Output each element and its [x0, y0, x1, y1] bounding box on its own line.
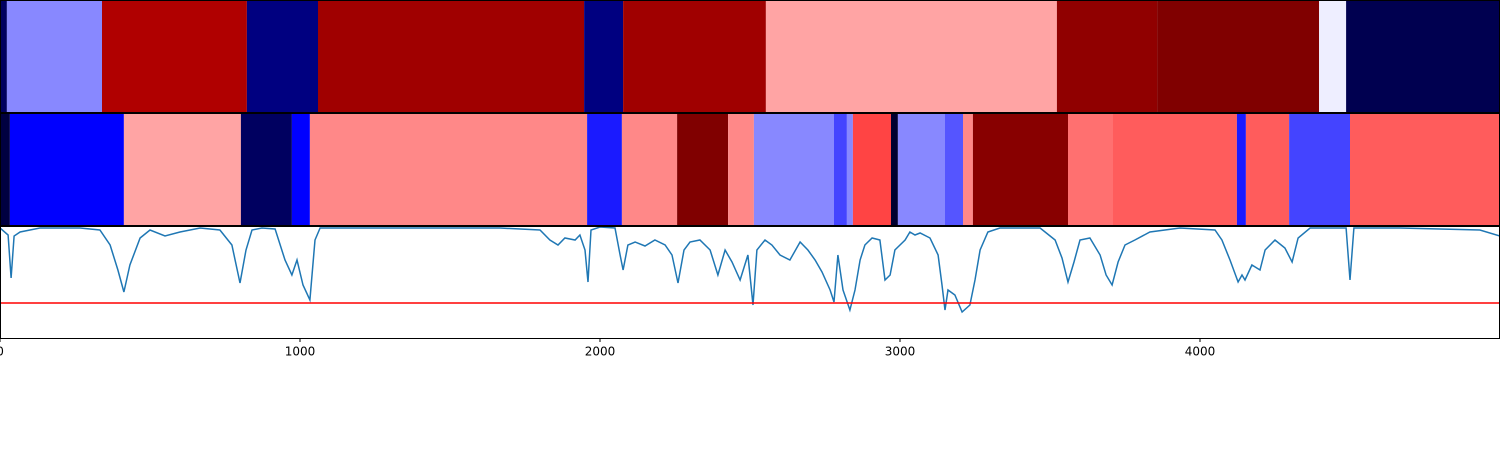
band-segment — [834, 113, 847, 225]
band-segment — [240, 113, 292, 225]
x-tick-label: 2000 — [585, 345, 616, 359]
band-segment — [1289, 113, 1350, 225]
band-segment — [891, 113, 898, 225]
band-segment — [1113, 113, 1237, 225]
band-segment — [1346, 0, 1500, 112]
band-segment — [318, 0, 585, 112]
band-segment — [846, 113, 853, 225]
band-segment — [9, 113, 124, 225]
band-segment — [897, 113, 945, 225]
x-tick-label: 1000 — [285, 345, 316, 359]
band-segment — [1245, 113, 1290, 225]
band-segment — [677, 113, 729, 225]
x-tick-label: 3000 — [885, 345, 916, 359]
band-segment — [587, 113, 622, 225]
band-segment — [0, 113, 10, 225]
band-segment — [753, 113, 834, 225]
band-segment — [1068, 113, 1113, 225]
band-segment — [291, 113, 310, 225]
band-segment — [0, 0, 7, 112]
band-segment — [246, 0, 318, 112]
band-segment — [309, 113, 588, 225]
band-segment — [123, 113, 241, 225]
band-segment — [963, 113, 973, 225]
band-segment — [1157, 0, 1320, 112]
band-segment — [765, 0, 1057, 112]
band-segment — [584, 0, 624, 112]
x-tick-label: 4000 — [1185, 345, 1216, 359]
band-segment — [6, 0, 102, 112]
band-segment — [728, 113, 754, 225]
band-segment — [945, 113, 963, 225]
band-segment — [1350, 113, 1500, 225]
band-segment — [102, 0, 247, 112]
band-segment — [1236, 113, 1246, 225]
line-series — [0, 226, 1500, 314]
band-segment — [852, 113, 891, 225]
band-segment — [1056, 0, 1158, 112]
band-segment — [623, 0, 766, 112]
x-tick-label: 0 — [0, 345, 4, 359]
band-segment — [621, 113, 678, 225]
band-segment — [1319, 0, 1347, 112]
band-segment — [972, 113, 1068, 225]
